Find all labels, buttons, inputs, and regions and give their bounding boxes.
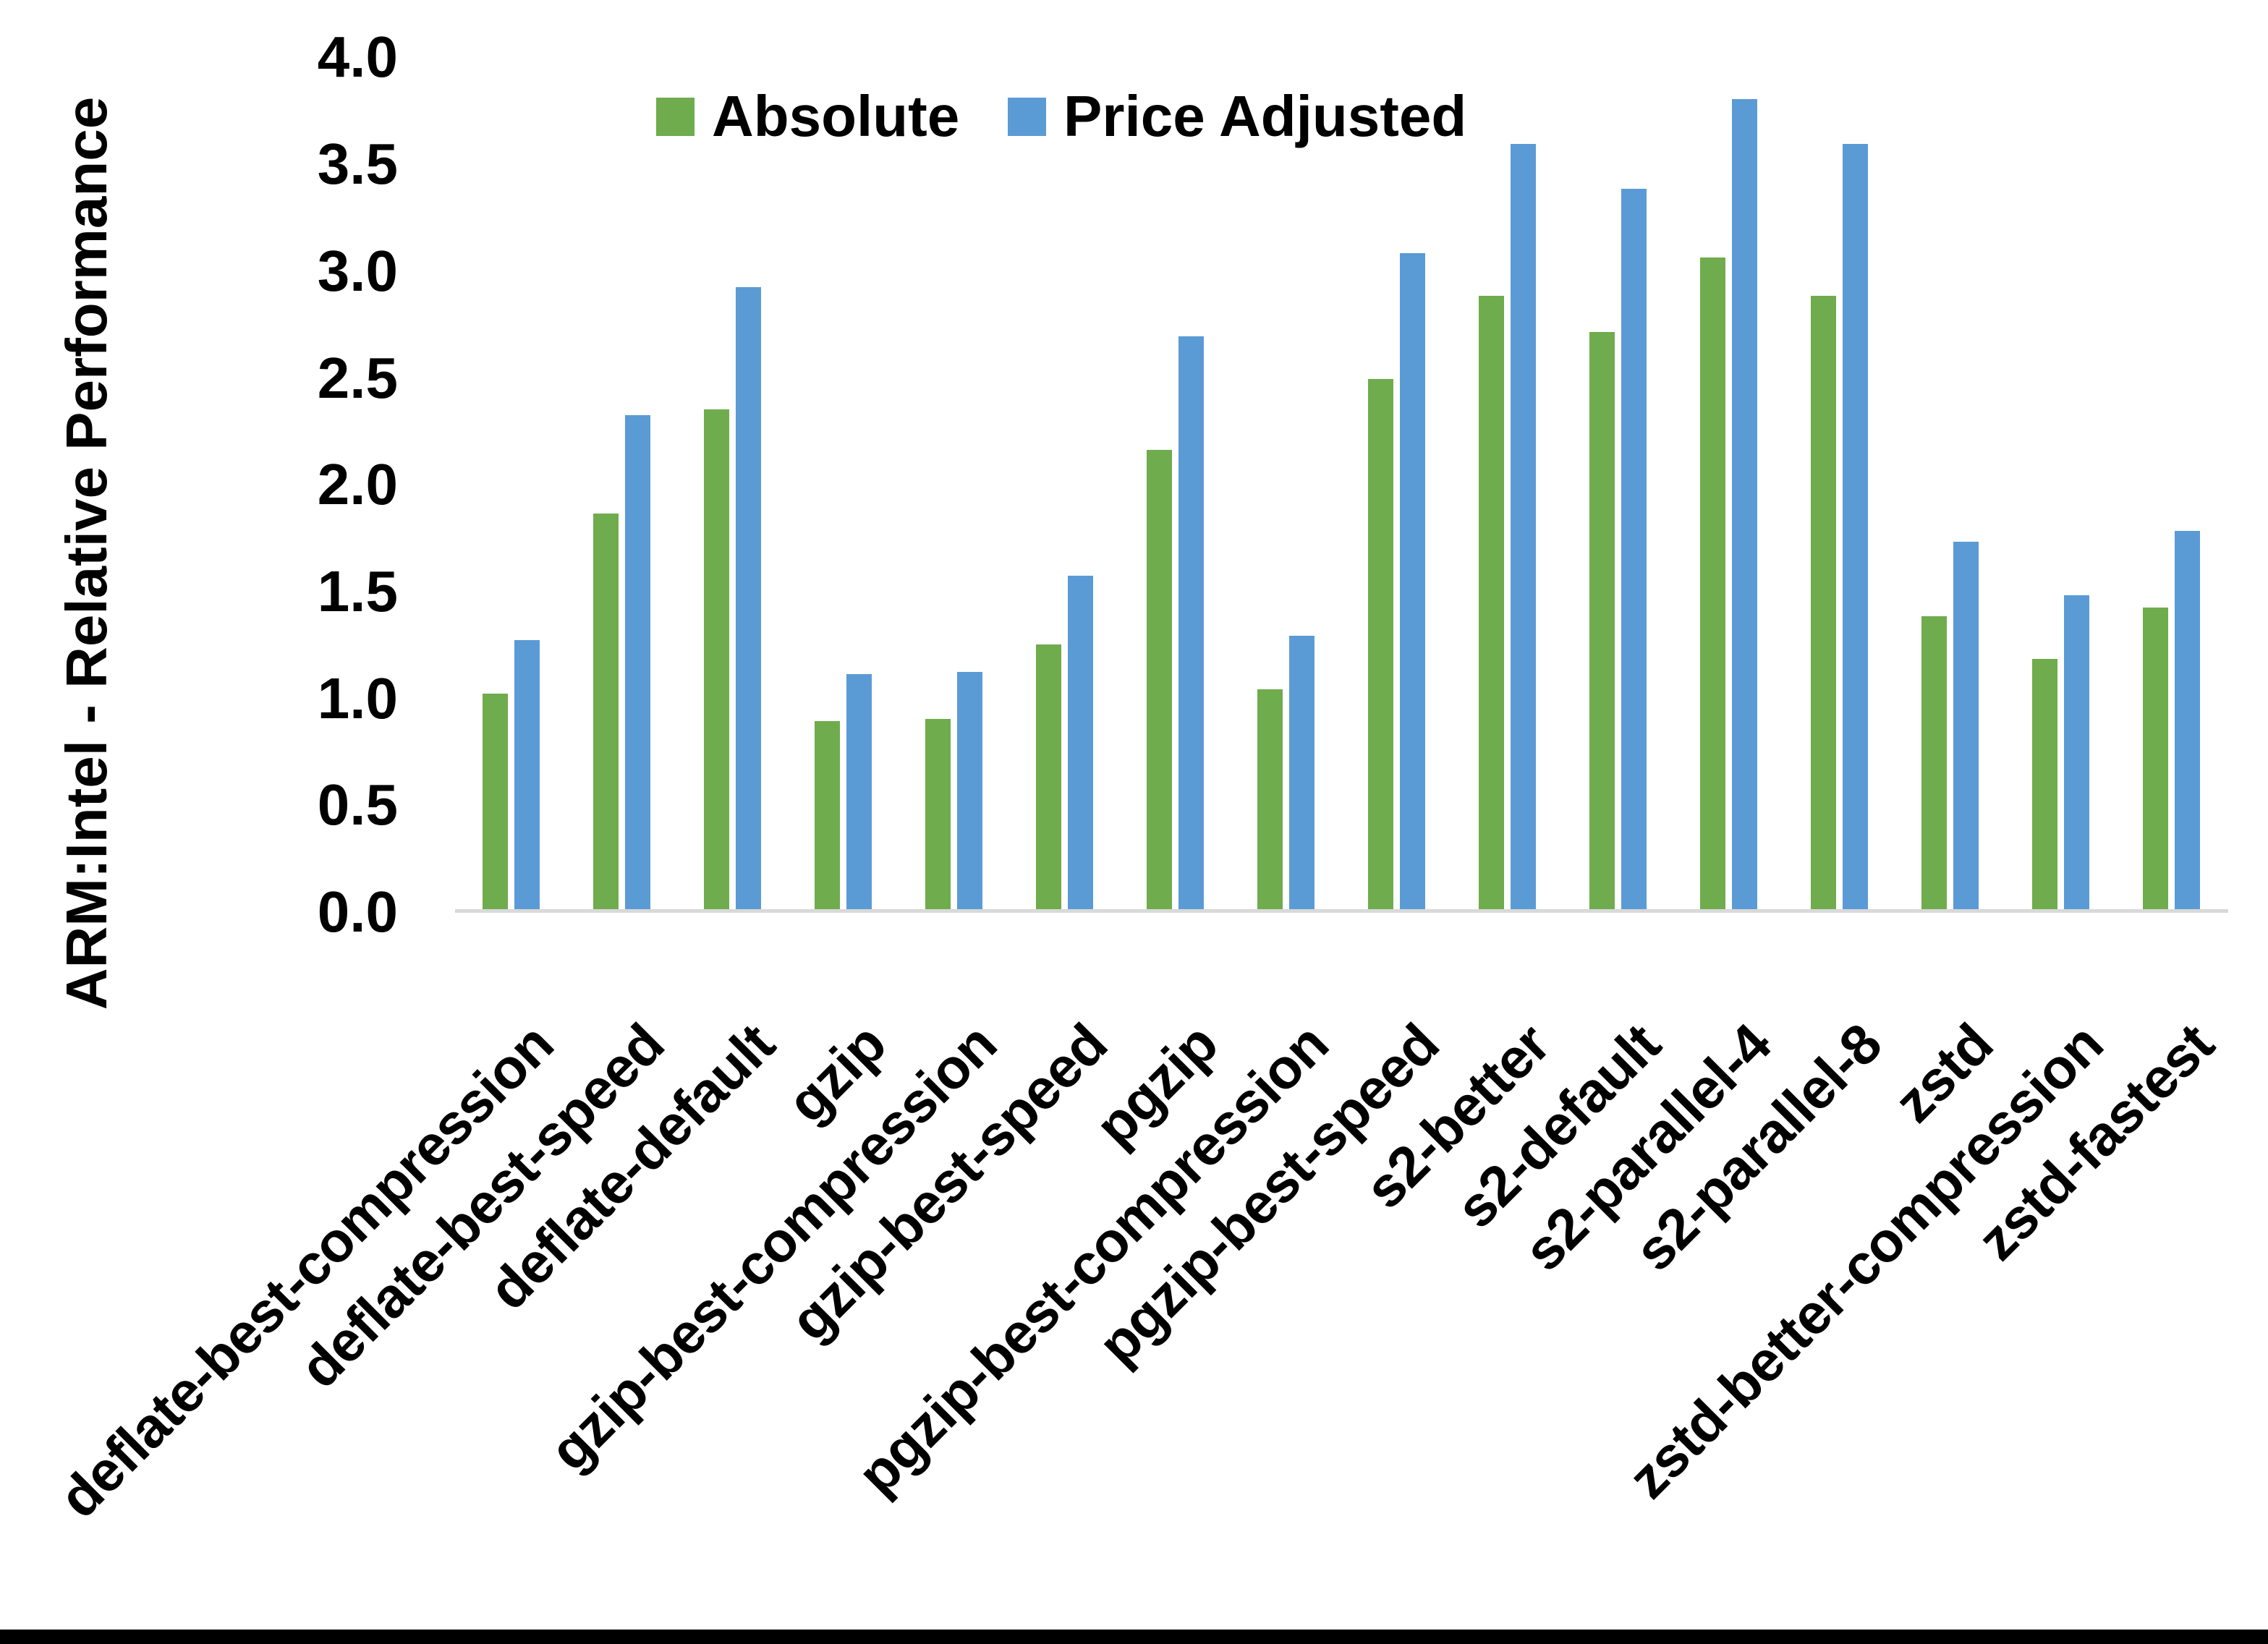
bar-absolute-deflate-default [704, 409, 729, 909]
y-axis-tick-label: 0.0 [317, 880, 398, 944]
bar-price-adjusted-pgzip-best-compression [1289, 636, 1314, 909]
bar-price-adjusted-deflate-default [736, 287, 761, 909]
y-axis-tick-label: 1.5 [317, 559, 398, 623]
bar-price-adjusted-zstd [1953, 542, 1979, 909]
bar-absolute-zstd-fastest [2143, 608, 2168, 909]
y-axis-title: ARM:Intel - Relative Performance [54, 96, 119, 1010]
bar-price-adjusted-s2-better [1511, 144, 1536, 909]
y-axis-tick-label: 1.0 [317, 666, 398, 731]
bar-absolute-s2-default [1589, 332, 1615, 909]
y-axis-tick-label: 2.5 [317, 346, 398, 410]
y-axis-tick-label: 0.5 [317, 772, 398, 837]
bar-price-adjusted-s2-default [1621, 189, 1647, 909]
bar-absolute-pgzip [1147, 450, 1172, 909]
bar-price-adjusted-pgzip [1178, 336, 1204, 909]
bar-price-adjusted-zstd-fastest [2175, 531, 2200, 909]
bar-absolute-gzip-best-speed [1036, 644, 1061, 909]
bar-absolute-deflate-best-speed [593, 514, 619, 909]
legend-swatch-absolute [656, 97, 695, 136]
bar-price-adjusted-s2-parallel-8 [1843, 144, 1868, 909]
y-axis-tick-label: 2.0 [317, 452, 398, 516]
y-axis-tick-label: 3.5 [317, 132, 398, 196]
legend-label-absolute: Absolute [712, 84, 960, 148]
bar-absolute-zstd-better-compression [2032, 659, 2057, 909]
bar-absolute-pgzip-best-compression [1257, 689, 1283, 909]
legend-swatch-price-adjusted [1008, 97, 1046, 136]
bar-absolute-s2-parallel-4 [1700, 257, 1725, 909]
bar-price-adjusted-gzip-best-speed [1068, 576, 1093, 909]
bar-absolute-s2-better [1479, 296, 1504, 909]
bar-price-adjusted-zstd-better-compression [2064, 595, 2089, 909]
bar-price-adjusted-s2-parallel-4 [1732, 99, 1757, 909]
bottom-border [0, 1630, 2268, 1644]
bar-absolute-pgzip-best-speed [1368, 379, 1393, 909]
y-axis-tick-label: 3.0 [317, 239, 398, 303]
x-axis-line [455, 909, 2228, 913]
legend-label-price-adjusted: Price Adjusted [1063, 84, 1467, 148]
legend-item-absolute: Absolute [656, 84, 959, 148]
bar-price-adjusted-deflate-best-compression [514, 640, 540, 909]
bar-price-adjusted-pgzip-best-speed [1400, 253, 1425, 909]
bar-price-adjusted-gzip [846, 674, 872, 909]
bar-absolute-gzip [815, 721, 840, 909]
y-axis-tick-label: 4.0 [317, 25, 398, 89]
bar-price-adjusted-deflate-best-speed [625, 415, 650, 909]
bar-absolute-gzip-best-compression [925, 719, 951, 909]
bar-price-adjusted-gzip-best-compression [957, 672, 982, 909]
legend-item-price-adjusted: Price Adjusted [1008, 84, 1466, 148]
bar-absolute-s2-parallel-8 [1811, 296, 1836, 909]
bar-absolute-deflate-best-compression [483, 694, 508, 909]
bar-absolute-zstd [1921, 616, 1947, 909]
